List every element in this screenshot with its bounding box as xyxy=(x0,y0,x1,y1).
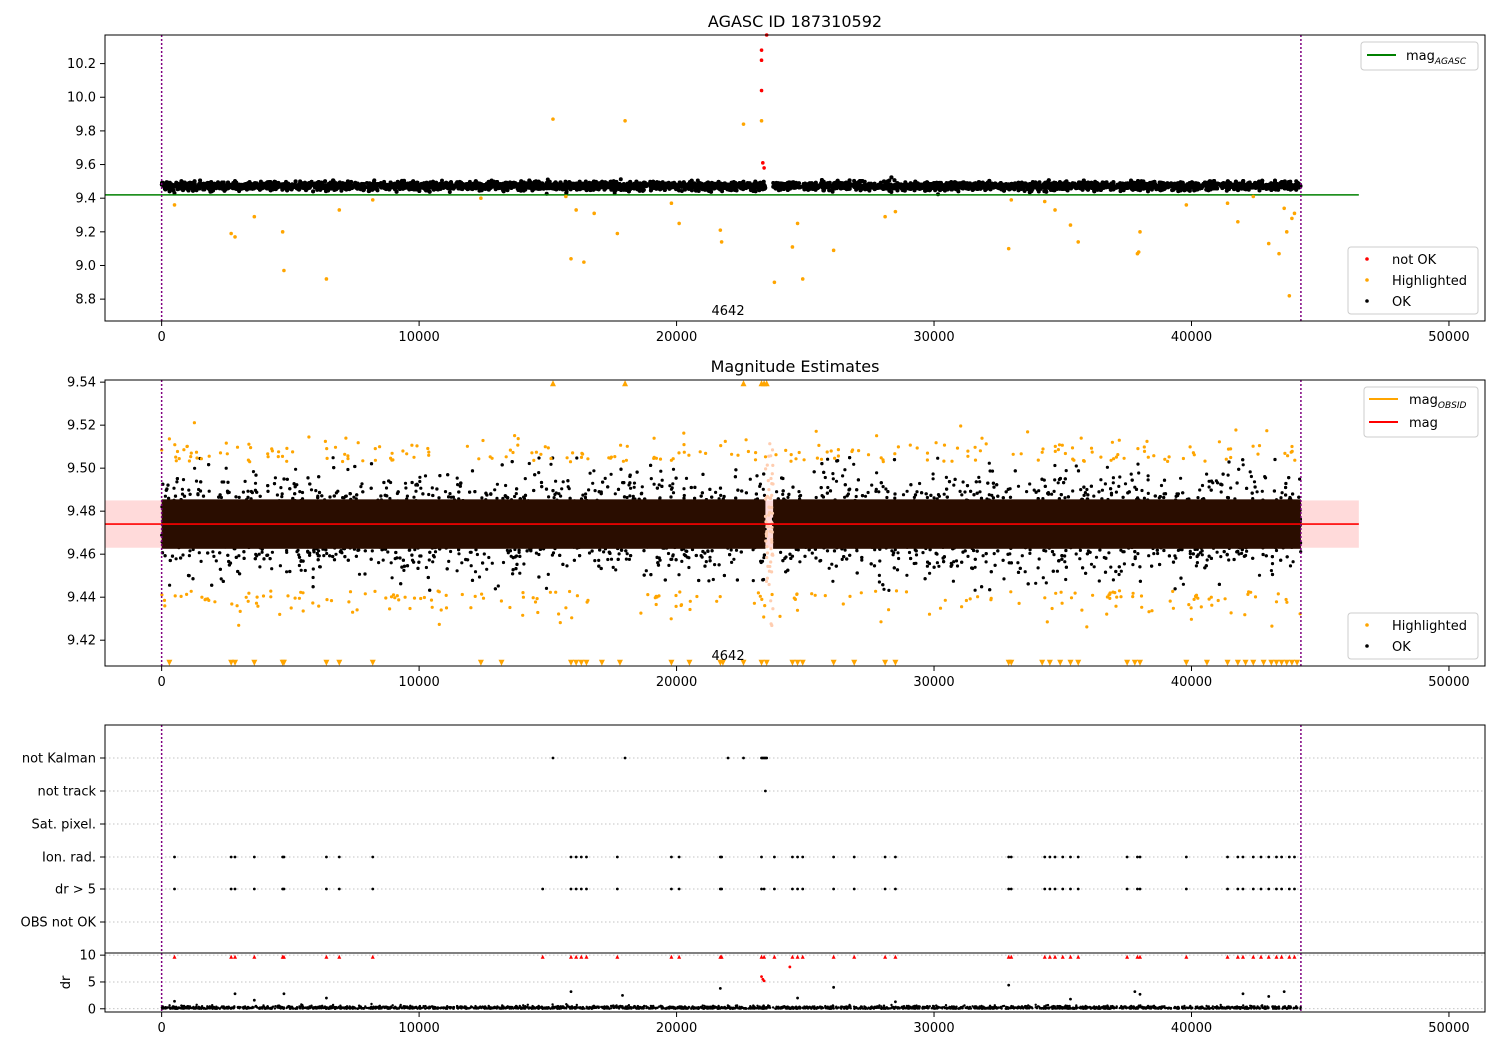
ok-point xyxy=(852,178,857,183)
panel-agasc: AGASC ID 187310592 0 10000 20000 30000 40000… xyxy=(67,12,1486,345)
ok-point xyxy=(648,188,653,193)
ok-point xyxy=(1294,179,1299,184)
ok-point xyxy=(440,178,444,183)
ok-point xyxy=(447,190,452,194)
panel-agasc-title: AGASC ID 187310592 xyxy=(708,12,882,31)
ok-point xyxy=(887,188,892,193)
ok-point xyxy=(618,177,623,182)
ok-point xyxy=(741,179,746,184)
